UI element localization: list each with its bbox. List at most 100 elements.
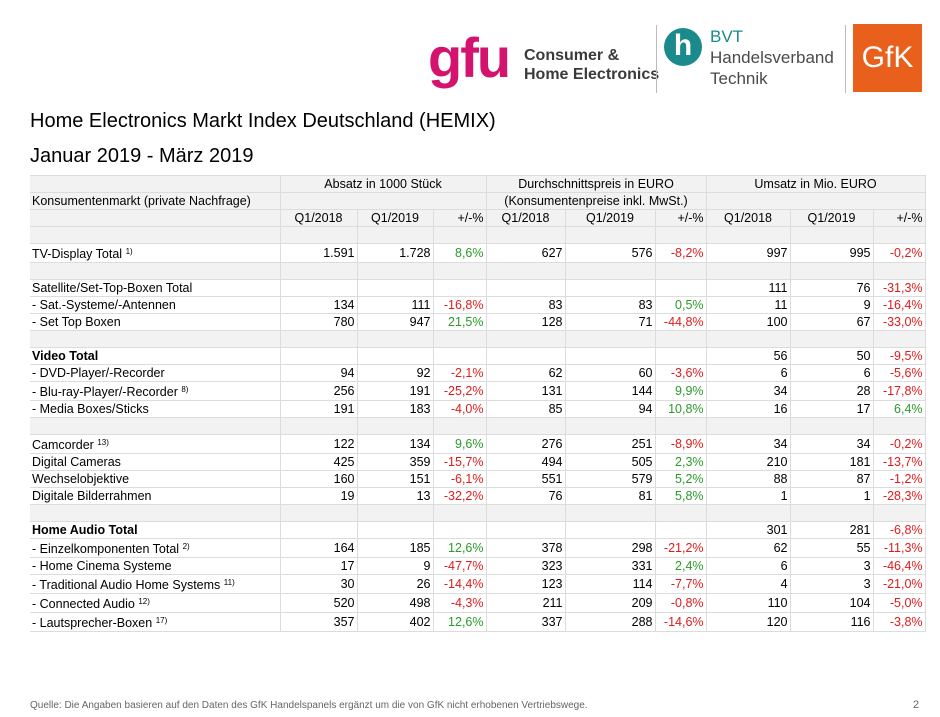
- empty-cell: [705, 192, 926, 210]
- empty-cell: [564, 521, 656, 539]
- row-label-cell: Digitale Bilderrahmen: [30, 487, 281, 505]
- empty-cell: [564, 347, 656, 365]
- column-header: +/-%: [872, 209, 926, 227]
- value-cell: 494: [485, 453, 566, 471]
- data-row: Satellite/Set-Top-Boxen Total 111 76 -31,3%: [30, 279, 926, 297]
- header-row: Absatz in 1000 Stück Durchschnittspreis i…: [30, 175, 926, 193]
- column-header: Q1/2018: [485, 209, 566, 227]
- value-cell: 337: [485, 612, 566, 632]
- header-row: Konsumentenmarkt (private Nachfrage) (Kon…: [30, 192, 926, 210]
- value-cell: 81: [564, 487, 656, 505]
- change-cell: -2,1%: [432, 364, 487, 382]
- value-cell: 6: [705, 557, 791, 575]
- empty-cell: [654, 347, 707, 365]
- empty-cell: [872, 504, 926, 522]
- row-label: - Home Cinema Systeme: [32, 559, 172, 573]
- row-label: Camcorder: [32, 438, 94, 452]
- empty-cell: [279, 347, 358, 365]
- empty-cell: [654, 226, 707, 244]
- value-cell: 123: [485, 574, 566, 594]
- hemix-table: Absatz in 1000 Stück Durchschnittspreis i…: [30, 175, 926, 632]
- value-cell: 276: [485, 434, 566, 454]
- footnote-ref: 12): [138, 597, 150, 606]
- empty-cell: [30, 417, 281, 435]
- value-cell: 83: [485, 296, 566, 314]
- row-label: Digital Cameras: [32, 455, 121, 469]
- empty-cell: [279, 262, 358, 280]
- change-cell: -16,4%: [872, 296, 926, 314]
- value-cell: 191: [279, 400, 358, 418]
- empty-cell: [432, 330, 487, 348]
- price-note: (Konsumentenpreise inkl. MwSt.): [485, 192, 707, 210]
- column-header: Q1/2018: [279, 209, 358, 227]
- empty-cell: [356, 347, 434, 365]
- value-cell: 110: [705, 593, 791, 613]
- spacer-row: [30, 226, 926, 244]
- data-row: Digital Cameras 425 359 -15,7% 494 505 2,3% 210…: [30, 453, 926, 471]
- value-cell: 92: [356, 364, 434, 382]
- row-label: Digitale Bilderrahmen: [32, 489, 152, 503]
- change-cell: -21,0%: [872, 574, 926, 594]
- value-cell: 331: [564, 557, 656, 575]
- value-cell: 67: [789, 313, 874, 331]
- data-row: Camcorder 13) 122 134 9,6% 276 251 -8,9% 34 34 -0…: [30, 434, 926, 454]
- value-cell: 134: [279, 296, 358, 314]
- value-cell: 425: [279, 453, 358, 471]
- value-cell: 357: [279, 612, 358, 632]
- empty-cell: [705, 262, 791, 280]
- value-cell: 4: [705, 574, 791, 594]
- value-cell: 6: [789, 364, 874, 382]
- empty-cell: [654, 330, 707, 348]
- value-cell: 288: [564, 612, 656, 632]
- data-row: - Home Cinema Systeme 17 9 -47,7% 323 331 2,4%…: [30, 557, 926, 575]
- change-cell: -3,8%: [872, 612, 926, 632]
- row-label: Wechselobjektive: [32, 472, 130, 486]
- empty-cell: [564, 504, 656, 522]
- value-cell: 181: [789, 453, 874, 471]
- page-number: 2: [913, 699, 920, 711]
- empty-cell: [485, 226, 566, 244]
- value-cell: 116: [789, 612, 874, 632]
- value-cell: 378: [485, 538, 566, 558]
- empty-cell: [279, 521, 358, 539]
- change-cell: -44,8%: [654, 313, 707, 331]
- spacer-row: [30, 417, 926, 435]
- value-cell: 94: [279, 364, 358, 382]
- change-cell: 2,4%: [654, 557, 707, 575]
- value-cell: 505: [564, 453, 656, 471]
- change-cell: -17,8%: [872, 381, 926, 401]
- change-cell: -25,2%: [432, 381, 487, 401]
- value-cell: 83: [564, 296, 656, 314]
- empty-cell: [485, 347, 566, 365]
- column-header: +/-%: [654, 209, 707, 227]
- value-cell: 1.728: [356, 243, 434, 263]
- empty-cell: [30, 330, 281, 348]
- empty-cell: [432, 504, 487, 522]
- value-cell: 71: [564, 313, 656, 331]
- data-row: - DVD-Player/-Recorder 94 92 -2,1% 62 60 -3,6%…: [30, 364, 926, 382]
- value-cell: 281: [789, 521, 874, 539]
- empty-cell: [564, 330, 656, 348]
- change-cell: 5,8%: [654, 487, 707, 505]
- empty-cell: [432, 262, 487, 280]
- row-label-cell: - Media Boxes/Sticks: [30, 400, 281, 418]
- value-cell: 3: [789, 557, 874, 575]
- change-cell: -5,6%: [872, 364, 926, 382]
- group-header: Durchschnittspreis in EURO: [485, 175, 707, 193]
- source-note: Quelle: Die Angaben basieren auf den Dat…: [30, 700, 588, 711]
- empty-cell: [564, 279, 656, 297]
- empty-cell: [356, 330, 434, 348]
- change-cell: -5,0%: [872, 593, 926, 613]
- value-cell: 160: [279, 470, 358, 488]
- column-header: Q1/2018: [705, 209, 791, 227]
- empty-cell: [654, 521, 707, 539]
- change-cell: 10,8%: [654, 400, 707, 418]
- change-cell: 9,6%: [432, 434, 487, 454]
- value-cell: 256: [279, 381, 358, 401]
- value-cell: 120: [705, 612, 791, 632]
- group-header: Absatz in 1000 Stück: [279, 175, 487, 193]
- empty-cell: [432, 347, 487, 365]
- row-label: - Connected Audio: [32, 597, 135, 611]
- value-cell: 251: [564, 434, 656, 454]
- empty-cell: [789, 417, 874, 435]
